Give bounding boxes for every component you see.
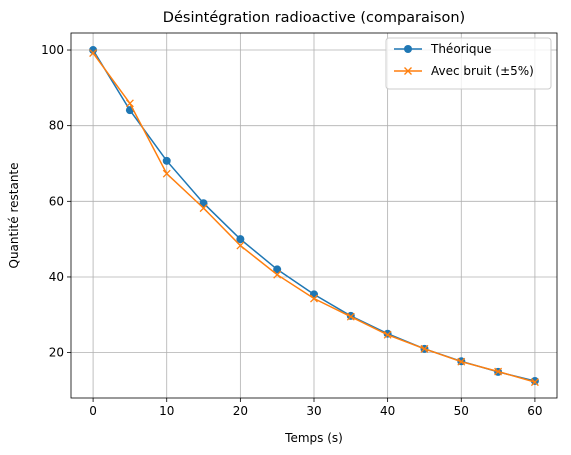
legend: Théorique Avec bruit (±5%) — [386, 38, 551, 89]
x-tick-label: 10 — [159, 404, 174, 418]
y-tick-label: 80 — [49, 119, 64, 133]
y-tick-label: 100 — [41, 43, 64, 57]
y-tick-label: 20 — [49, 346, 64, 360]
x-tick-label: 0 — [89, 404, 97, 418]
y-axis-label: Quantité restante — [7, 162, 21, 268]
x-tick-label: 50 — [454, 404, 469, 418]
x-tick-label: 60 — [527, 404, 542, 418]
y-ticks: 20 40 60 80 100 — [41, 43, 71, 360]
legend-label-bruit: Avec bruit (±5%) — [431, 64, 534, 78]
x-ticks: 0 10 20 30 40 50 60 — [89, 398, 542, 418]
x-tick-label: 40 — [380, 404, 395, 418]
x-axis-label: Temps (s) — [284, 431, 343, 445]
legend-marker-theorique — [404, 45, 412, 53]
x-tick-label: 20 — [233, 404, 248, 418]
x-tick-label: 30 — [306, 404, 321, 418]
y-tick-label: 60 — [49, 194, 64, 208]
legend-label-theorique: Théorique — [430, 42, 492, 56]
data-point — [163, 157, 171, 165]
chart-title: Désintégration radioactive (comparaison) — [163, 10, 465, 26]
data-point — [126, 100, 133, 107]
y-tick-label: 40 — [49, 270, 64, 284]
